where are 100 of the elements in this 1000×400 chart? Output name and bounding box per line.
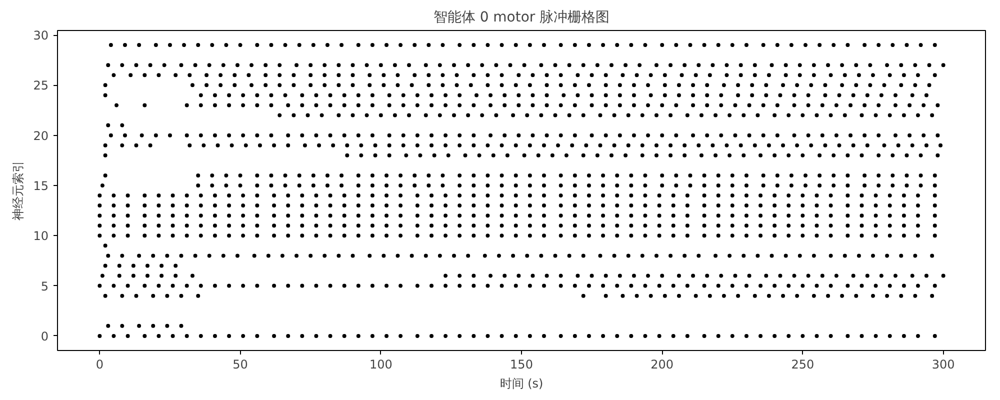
point: [502, 103, 507, 108]
point: [539, 113, 544, 118]
point: [705, 83, 710, 88]
point: [382, 254, 386, 258]
point: [657, 204, 662, 208]
point: [758, 334, 763, 338]
point: [278, 63, 282, 68]
point: [212, 334, 217, 338]
point: [590, 73, 594, 78]
point: [814, 214, 819, 218]
point: [184, 334, 189, 338]
point: [300, 103, 304, 108]
y-tick-label: 0: [40, 329, 49, 344]
point: [438, 113, 442, 118]
point: [340, 43, 344, 48]
point: [696, 254, 701, 258]
point: [283, 173, 288, 178]
point: [151, 254, 156, 258]
point: [458, 274, 462, 278]
point: [322, 254, 327, 258]
point: [680, 73, 684, 78]
point: [604, 133, 608, 138]
point: [500, 173, 504, 178]
point: [581, 294, 586, 298]
point: [398, 43, 403, 48]
point: [514, 214, 518, 218]
point: [314, 93, 318, 98]
point: [412, 43, 417, 48]
point: [902, 214, 906, 218]
point: [662, 93, 667, 98]
point: [286, 194, 290, 198]
point: [553, 113, 558, 118]
point: [828, 214, 833, 218]
point: [860, 284, 864, 288]
point: [359, 153, 364, 158]
point: [685, 224, 690, 228]
point: [834, 274, 838, 278]
point: [634, 73, 639, 78]
point: [882, 83, 886, 88]
point: [784, 73, 788, 78]
point: [384, 334, 389, 338]
point: [894, 93, 898, 98]
point: [710, 143, 715, 148]
y-tick-label: 20: [33, 128, 49, 143]
point: [840, 294, 844, 298]
point: [328, 103, 332, 108]
point: [370, 204, 374, 208]
point: [370, 234, 374, 238]
point: [336, 63, 341, 68]
point: [342, 284, 346, 288]
point: [250, 83, 254, 88]
point: [660, 173, 664, 178]
point: [430, 194, 434, 198]
point: [370, 334, 374, 338]
point: [486, 173, 490, 178]
point: [682, 254, 687, 258]
point: [128, 73, 133, 78]
point: [581, 254, 586, 258]
x-tick-label: 200: [650, 358, 674, 372]
point: [800, 334, 805, 338]
point: [486, 224, 490, 228]
point: [212, 224, 217, 228]
point: [415, 93, 420, 98]
point: [458, 173, 462, 178]
point: [131, 264, 136, 268]
point: [648, 73, 653, 78]
point: [525, 254, 530, 258]
point: [758, 234, 763, 238]
point: [300, 93, 304, 98]
point: [328, 204, 332, 208]
point: [646, 83, 650, 88]
point: [392, 113, 397, 118]
point: [210, 43, 214, 48]
point: [823, 93, 828, 98]
point: [640, 143, 644, 148]
point: [775, 173, 780, 178]
point: [615, 194, 620, 198]
point: [120, 63, 124, 68]
point: [103, 173, 108, 178]
point: [758, 153, 763, 158]
point: [387, 143, 392, 148]
point: [890, 43, 895, 48]
point: [705, 274, 710, 278]
point: [705, 103, 710, 108]
point: [626, 113, 630, 118]
point: [356, 93, 360, 98]
point: [671, 194, 676, 198]
point: [558, 224, 563, 228]
point: [572, 214, 577, 218]
point: [646, 103, 650, 108]
point: [502, 133, 507, 138]
point: [227, 284, 232, 288]
point: [643, 284, 648, 288]
point: [418, 153, 422, 158]
point: [716, 334, 720, 338]
point: [932, 214, 937, 218]
point: [286, 103, 290, 108]
point: [814, 113, 819, 118]
point: [657, 334, 662, 338]
point: [674, 43, 678, 48]
